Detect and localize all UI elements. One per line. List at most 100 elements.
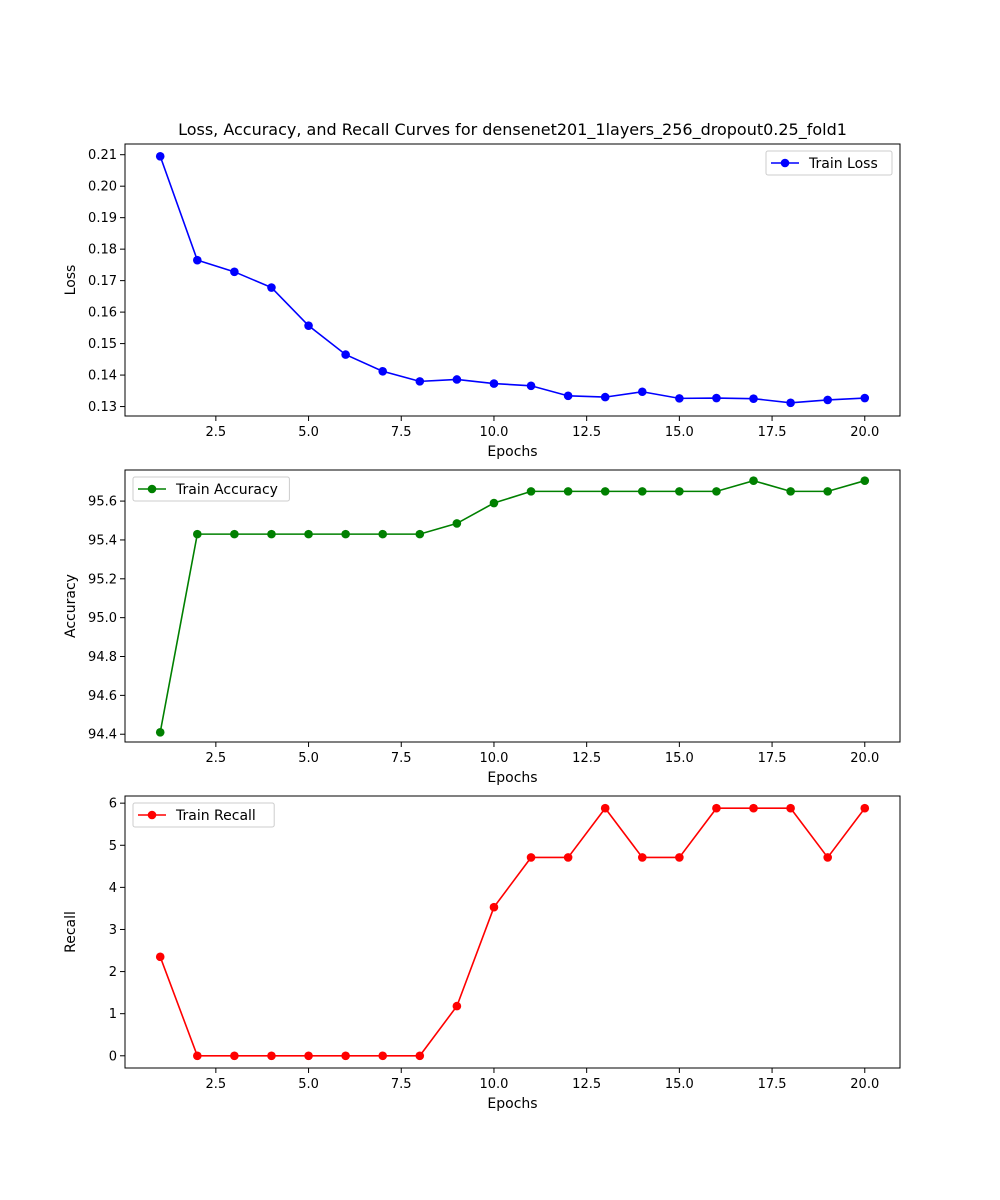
x-tick-label: 7.5	[391, 751, 412, 766]
y-tick-label: 5	[109, 839, 117, 854]
x-tick-label: 17.5	[758, 425, 787, 440]
y-tick-label: 94.4	[88, 728, 117, 743]
data-point	[675, 487, 684, 496]
y-tick-label: 0.20	[88, 180, 117, 195]
x-tick-label: 12.5	[572, 1077, 601, 1092]
x-tick-label: 10.0	[479, 425, 508, 440]
data-point	[600, 487, 610, 496]
data-point	[415, 377, 425, 386]
y-tick-label: 94.8	[88, 650, 117, 665]
legend-label: Train Recall	[175, 808, 256, 824]
legend: Train Loss	[765, 150, 893, 176]
legend-marker	[147, 484, 157, 494]
x-tick-label: 2.5	[206, 425, 227, 440]
x-axis-label: Epochs	[487, 1096, 537, 1112]
data-point	[749, 476, 758, 485]
legend-frame	[765, 150, 893, 176]
data-point	[193, 529, 202, 539]
x-tick-label: 15.0	[665, 425, 694, 440]
chart-panel-accuracy: 2.5 5.0 7.5 10.0 12.5 15.0 17.5 20.0 94.4 94.6 94.…	[63, 469, 901, 786]
y-axis-label: Accuracy	[63, 574, 79, 638]
y-tick-label: 0.16	[88, 306, 117, 321]
data-point	[749, 803, 758, 813]
legend: Train Recall	[132, 802, 275, 828]
y-tick-label: 4	[109, 881, 117, 896]
y-tick-label: 0.18	[88, 243, 117, 258]
y-tick-label: 3	[109, 923, 117, 938]
data-point	[489, 498, 499, 508]
y-tick-label: 95.2	[88, 572, 117, 587]
data-point	[489, 902, 499, 912]
x-tick-label: 17.5	[758, 1077, 787, 1092]
data-point	[860, 476, 870, 485]
x-tick-label: 20.0	[850, 1077, 879, 1092]
data-point	[860, 803, 870, 813]
x-tick-label: 7.5	[391, 425, 412, 440]
data-point	[675, 853, 684, 862]
data-point	[637, 387, 647, 397]
data-point	[749, 394, 758, 403]
data-point	[230, 529, 239, 539]
y-tick-label: 95.6	[88, 495, 117, 510]
data-point	[341, 529, 350, 539]
legend-marker	[147, 810, 157, 820]
data-point	[526, 853, 536, 862]
legend: Train Accuracy	[132, 476, 290, 502]
data-point	[230, 267, 239, 277]
y-tick-label: 95.4	[88, 533, 117, 548]
y-tick-label: 6	[109, 797, 117, 812]
data-point	[378, 529, 388, 539]
x-tick-label: 15.0	[665, 1077, 694, 1092]
data-point	[155, 727, 165, 737]
series-line	[159, 156, 865, 404]
data-point	[193, 1051, 202, 1061]
data-point	[155, 151, 165, 161]
data-point	[823, 395, 832, 405]
y-tick-label: 1	[109, 1007, 117, 1022]
x-tick-label: 5.0	[298, 751, 319, 766]
data-point	[526, 487, 536, 496]
x-tick-label: 2.5	[206, 751, 227, 766]
data-point	[415, 529, 425, 539]
legend-frame	[132, 476, 290, 502]
x-tick-label: 10.0	[479, 751, 508, 766]
data-point	[193, 255, 202, 265]
plot-area-frame	[124, 143, 901, 417]
x-axis-label: Epochs	[487, 770, 537, 786]
data-point	[823, 487, 832, 496]
x-tick-label: 12.5	[572, 751, 601, 766]
data-point	[267, 283, 276, 292]
data-point	[304, 321, 313, 330]
y-axis-label: Recall	[63, 911, 79, 953]
y-tick-label: 0	[109, 1049, 117, 1064]
y-tick-label: 0.21	[88, 148, 117, 163]
data-point	[786, 398, 795, 408]
series-line	[159, 479, 865, 733]
legend-label: Train Accuracy	[175, 482, 278, 498]
data-point	[675, 394, 684, 403]
series-line	[159, 806, 866, 1057]
data-point	[378, 366, 388, 376]
x-tick-label: 2.5	[206, 1077, 227, 1092]
data-point	[563, 391, 573, 401]
chart-panel-loss: 2.5 5.0 7.5 10.0 12.5 15.0 17.5 20.0 0.13 0.14 0.1…	[63, 143, 901, 460]
legend-marker	[780, 158, 790, 168]
x-tick-label: 20.0	[850, 425, 879, 440]
legend-label: Train Loss	[808, 156, 878, 172]
data-point	[823, 853, 832, 862]
data-point	[563, 487, 573, 496]
data-point	[304, 1051, 313, 1061]
data-point	[712, 803, 721, 813]
x-axis-label: Epochs	[487, 444, 537, 460]
plot-area-frame	[124, 795, 901, 1069]
y-tick-label: 0.17	[88, 274, 117, 289]
charts: 2.5 5.0 7.5 10.0 12.5 15.0 17.5 20.00.130.140.1…	[63, 143, 901, 1112]
data-point	[267, 1051, 276, 1061]
plot-area-frame	[124, 469, 901, 743]
y-tick-label: 94.6	[88, 689, 117, 704]
figure-title: Loss, Accuracy, and Recall Curves for de…	[178, 120, 847, 140]
y-tick-label: 0.19	[88, 211, 117, 226]
data-point	[267, 529, 276, 539]
